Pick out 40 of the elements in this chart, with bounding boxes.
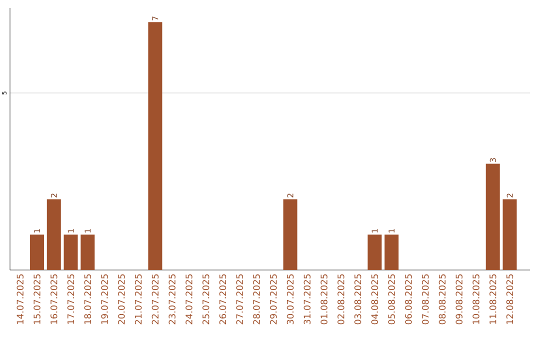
x-tick-label: 28.07.2025 [253, 274, 260, 324]
x-tick-label: 21.07.2025 [134, 274, 142, 324]
x-tick-label: 29.07.2025 [270, 274, 277, 324]
x-tick-label: 08.08.2025 [438, 274, 446, 324]
x-tick-label: 10.08.2025 [472, 274, 480, 324]
x-tick-label: 23.07.2025 [168, 274, 176, 324]
x-tick-label: 03.08.2025 [354, 274, 362, 324]
x-tick-label: 22.07.2025 [152, 274, 159, 324]
bar [30, 234, 44, 270]
bar [502, 199, 517, 270]
bar [64, 234, 78, 270]
x-tick-label: 12.08.2025 [506, 274, 514, 324]
x-tick-label: 18.07.2025 [84, 274, 92, 324]
x-tick-label: 26.07.2025 [219, 274, 226, 324]
x-tick-label: 30.07.2025 [286, 274, 294, 324]
x-tick-label: 01.08.2025 [320, 274, 328, 324]
x-tick-label: 06.08.2025 [405, 274, 412, 324]
x-tick-label: 27.07.2025 [236, 274, 243, 324]
bar [368, 234, 382, 270]
x-tick-label: 24.07.2025 [186, 274, 192, 324]
x-tick-label: 11.08.2025 [489, 274, 496, 324]
bar [384, 234, 399, 270]
bar [46, 199, 61, 270]
bar [148, 22, 162, 270]
x-tick-label: 05.08.2025 [388, 274, 395, 324]
x-tick-label: 04.08.2025 [371, 274, 378, 324]
bar [80, 234, 95, 270]
x-tick-label: 16.07.2025 [50, 274, 58, 324]
bar [486, 164, 500, 270]
x-tick-label: 07.08.2025 [422, 274, 429, 324]
x-tick-label: 25.07.2025 [202, 274, 210, 324]
x-tick-label: 19.07.2025 [101, 274, 108, 324]
x-tick-label: 15.07.2025 [34, 274, 40, 324]
bar [283, 199, 298, 270]
x-tick-label: 02.08.2025 [338, 274, 344, 324]
x-tick-label: 20.07.2025 [118, 274, 125, 324]
x-tick-label: 17.07.2025 [67, 274, 74, 324]
x-tick-label: 31.07.2025 [304, 274, 311, 324]
x-tick-label: 14.07.2025 [16, 274, 24, 324]
x-tick-label: 09.08.2025 [456, 274, 462, 324]
